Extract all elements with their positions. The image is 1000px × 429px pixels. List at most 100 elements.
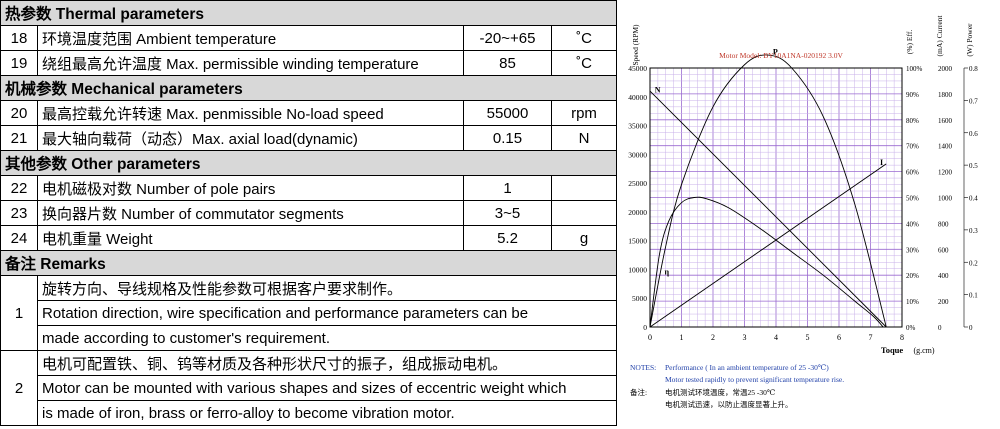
param-unit <box>551 200 617 226</box>
eff-axis-header: (%) Eff. <box>905 30 914 55</box>
spec-row: 18 环境温度范围 Ambient temperature -20~+65 ˚C <box>0 25 617 51</box>
param-name: 最大轴向载荷（动态）Max. axial load(dynamic) <box>37 125 464 151</box>
section-remarks: 备注 Remarks <box>0 250 617 276</box>
param-value: 85 <box>463 50 552 76</box>
y-eff-tick-label: 80% <box>906 117 919 125</box>
x-tick-label: 4 <box>774 333 778 342</box>
y-current-tick-label: 200 <box>938 298 949 306</box>
note-text: 电机测试迅速，以防止温度显著上升。 <box>665 399 793 409</box>
y-eff-tick-label: 70% <box>906 143 919 151</box>
x-axis-unit: (g.cm) <box>913 346 934 355</box>
series-p-curve <box>649 54 887 328</box>
param-name: 电机磁极对数 Number of pole pairs <box>37 175 464 201</box>
y-power-tick-label: 0 <box>969 324 973 332</box>
spec-row: 22 电机磁极对数 Number of pole pairs 1 <box>0 175 617 201</box>
section-thermal: 热参数 Thermal parameters <box>0 0 617 26</box>
remark-row: Motor can be mounted with various shapes… <box>1 375 617 401</box>
remark-row: 1 旋转方向、导线规格及性能参数可根据客户要求制作。 <box>0 275 617 351</box>
y-current-tick-label: 800 <box>938 220 949 228</box>
y-current-tick-label: 1400 <box>938 143 953 151</box>
y-power-tick-label: 0.1 <box>969 292 978 300</box>
x-tick-label: 5 <box>806 333 810 342</box>
y-power-tick-label: 0.2 <box>969 259 978 267</box>
series-label-p: P <box>773 48 778 57</box>
remark-row: 2 电机可配置铁、铜、钨等材质及各种形状尺寸的振子，组成振动电机。 <box>0 350 617 426</box>
y-speed-tick-label: 15000 <box>628 237 647 246</box>
remark-line: is made of iron, brass or ferro-alloy to… <box>37 400 617 426</box>
y-eff-tick-label: 0% <box>906 324 916 332</box>
y-current-tick-label: 2000 <box>938 65 953 73</box>
param-value: 0.15 <box>463 125 552 151</box>
param-name: 绕组最高允许温度 Max. permissible winding temper… <box>37 50 464 76</box>
y-current-tick-label: 0 <box>938 324 942 332</box>
y-power-tick-label: 0.7 <box>969 97 978 105</box>
y-speed-tick-label: 45000 <box>628 64 647 73</box>
y-speed-tick-label: 35000 <box>628 122 647 131</box>
y-power-tick-label: 0.4 <box>969 195 978 203</box>
series-n-line <box>649 90 887 328</box>
spec-row: 24 电机重量 Weight 5.2 g <box>0 225 617 251</box>
y-power-tick-label: 0.8 <box>969 65 978 73</box>
param-unit: ˚C <box>551 25 617 51</box>
param-unit <box>551 175 617 201</box>
power-axis-header: (W) Power <box>965 23 974 57</box>
row-number: 23 <box>0 200 38 226</box>
note-text: 电机测试环境温度，常温25 -30℃ <box>665 387 775 397</box>
y-speed-tick-label: 30000 <box>628 150 647 159</box>
y-power-tick-label: 0.3 <box>969 227 978 235</box>
y-speed-tick-label: 20000 <box>628 208 647 217</box>
current-axis-header: (mA) Current <box>935 15 944 57</box>
y-eff-tick-label: 90% <box>906 91 919 99</box>
param-value: 1 <box>463 175 552 201</box>
y-current-tick-label: 1600 <box>938 117 953 125</box>
x-tick-label: 2 <box>711 333 715 342</box>
spec-row: 19 绕组最高允许温度 Max. permissible winding tem… <box>0 50 617 76</box>
y-speed-tick-label: 40000 <box>628 93 647 102</box>
series-eta-curve <box>649 196 884 328</box>
param-unit: g <box>551 225 617 251</box>
row-number: 22 <box>0 175 38 201</box>
row-number: 20 <box>0 100 38 126</box>
note-label: NOTES: <box>630 363 656 372</box>
param-unit: N <box>551 125 617 151</box>
x-tick-label: 8 <box>900 333 904 342</box>
param-name: 换向器片数 Number of commutator segments <box>37 200 464 226</box>
y-current-tick-label: 1800 <box>938 91 953 99</box>
remark-line: Rotation direction, wire specification a… <box>37 300 617 326</box>
y-speed-tick-label: 25000 <box>628 179 647 188</box>
y-eff-tick-label: 40% <box>906 220 919 228</box>
remark-line: 电机可配置铁、铜、钨等材质及各种形状尺寸的振子，组成振动电机。 <box>37 350 617 376</box>
spec-row: 23 换向器片数 Number of commutator segments 3… <box>0 200 617 226</box>
y-speed-tick-label: 10000 <box>628 265 647 274</box>
note-label: 备注: <box>630 387 647 397</box>
x-tick-label: 7 <box>869 333 873 342</box>
chart-grid <box>649 67 903 328</box>
param-value: 5.2 <box>463 225 552 251</box>
y-power-tick-label: 0.6 <box>969 130 978 138</box>
spec-table: 热参数 Thermal parameters 18 环境温度范围 Ambient… <box>0 0 617 426</box>
param-unit: rpm <box>551 100 617 126</box>
y-speed-tick-label: 0 <box>643 323 647 332</box>
speed-axis-header: Speed (RPM) <box>631 24 640 66</box>
series-label-n: N <box>655 86 661 95</box>
spec-table-panel: 热参数 Thermal parameters 18 环境温度范围 Ambient… <box>0 0 617 426</box>
chart-labels: Motor Model: BY10A1NA-020192 3.0V N Iη P <box>655 48 883 277</box>
series-label-eta: η <box>664 267 669 276</box>
remark-number: 2 <box>0 350 38 426</box>
y-eff-tick-label: 10% <box>906 298 919 306</box>
remark-number: 1 <box>0 275 38 351</box>
y-power-tick-label: 0.5 <box>969 162 978 170</box>
x-axis-label: Toque <box>881 345 904 355</box>
y-eff-tick-label: 30% <box>906 246 919 254</box>
x-tick-label: 0 <box>648 333 652 342</box>
section-mechanical: 机械参数 Mechanical parameters <box>0 75 617 101</box>
plot-frame <box>649 67 903 328</box>
performance-chart-panel: 0 1 2 3 4 5 6 7 8 Toque (g.cm) 0 5000 10000 15000 20000… <box>620 0 1000 424</box>
y-eff-tick-label: 50% <box>906 195 919 203</box>
chart-title: Motor Model: BY10A1NA-020192 3.0V <box>719 51 843 60</box>
y-current-tick-label: 600 <box>938 246 949 254</box>
row-number: 24 <box>0 225 38 251</box>
y-current-tick-label: 1000 <box>938 195 953 203</box>
